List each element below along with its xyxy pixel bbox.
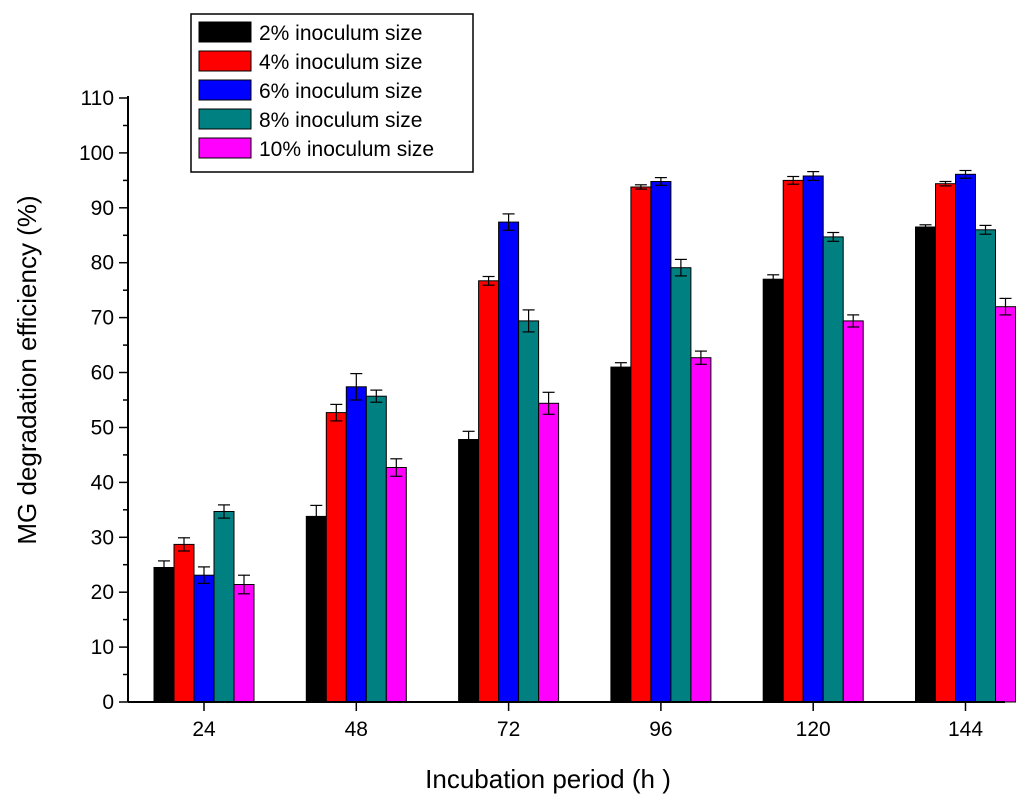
bar [763,279,783,702]
legend: 2% inoculum size 4% inoculum size 6% inocu… [191,14,473,172]
x-tick-label: 96 [649,718,672,741]
bar [671,268,691,702]
x-tick-label: 120 [796,718,831,741]
x-ticks-layer: 24 48 72 96 120 144 [192,702,983,741]
bar [996,307,1016,702]
bar [539,403,559,702]
y-axis-title: MG degradation efficiency (%) [12,195,42,544]
y-tick-label: 60 [91,362,114,385]
bar [234,585,254,703]
bar [479,281,499,702]
y-tick-label: 30 [91,526,114,549]
axes-layer [128,96,1005,702]
x-axis-title: Incubation period (h ) [425,764,671,794]
bar [783,180,803,702]
y-tick-label: 40 [91,471,114,494]
y-tick-label: 110 [81,87,114,110]
bar [174,544,194,702]
y-tick-label: 80 [91,252,114,275]
bar [651,182,671,703]
legend-label: 10% inoculum size [259,138,434,161]
bar [691,358,711,702]
legend-swatch [199,138,251,158]
y-tick-label: 10 [91,636,114,659]
bar [386,468,406,703]
y-tick-label: 20 [91,581,114,604]
bar [326,413,346,702]
bar [916,227,936,702]
legend-label: 4% inoculum size [259,51,422,74]
y-ticks-layer: 0 10 20 30 40 50 60 70 80 90 100 110 [79,87,128,714]
x-tick-label: 48 [345,718,368,741]
bar [823,237,843,702]
legend-label: 2% inoculum size [259,22,422,45]
legend-label: 6% inoculum size [259,80,422,103]
y-tick-label: 100 [79,142,114,165]
bar [611,367,631,702]
x-tick-label: 72 [497,718,520,741]
bar [976,230,996,702]
legend-swatch [199,109,251,129]
bar [936,184,956,702]
bars-layer [154,174,1016,702]
y-tick-label: 90 [91,197,114,220]
bar [459,440,479,703]
bar [499,222,519,702]
error-bars-layer [158,171,1012,594]
bar [843,321,863,702]
bar [519,321,539,702]
bar [803,176,823,702]
y-tick-label: 0 [102,691,114,714]
bar [366,396,386,702]
legend-swatch [199,22,251,42]
legend-label: 8% inoculum size [259,109,422,132]
y-tick-label: 70 [91,307,114,330]
x-tick-label: 144 [948,718,983,741]
bar [194,575,214,702]
bar [214,512,234,703]
legend-swatch [199,80,251,100]
bar [154,568,174,703]
bar [306,516,326,702]
bar [631,187,651,702]
bar [346,387,366,702]
bar [956,174,976,702]
legend-swatch [199,51,251,71]
y-tick-label: 50 [91,417,114,440]
x-tick-label: 24 [192,718,216,741]
